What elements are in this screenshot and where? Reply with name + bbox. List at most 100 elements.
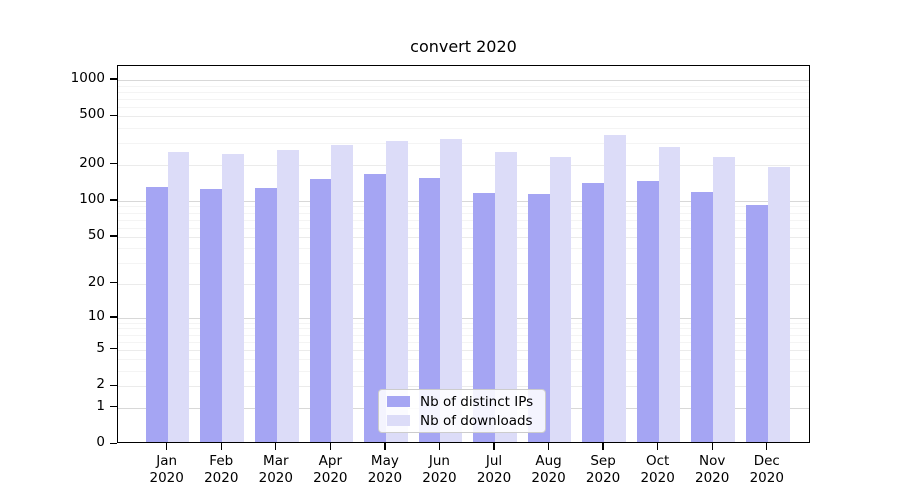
gridline-20 (118, 283, 809, 285)
y-tick-label-2: 2 (96, 376, 105, 393)
x-tick-nov (711, 443, 713, 451)
x-tick-jun (438, 443, 441, 451)
gridline-minor (118, 98, 809, 100)
x-tick-mar (275, 443, 277, 451)
y-tick-label-50: 50 (87, 226, 105, 243)
x-tick-aug (547, 443, 550, 451)
legend-label-downloads: Nb of downloads (420, 412, 533, 429)
x-tick-may (384, 443, 386, 451)
y-tick-label-200: 200 (79, 154, 105, 171)
gridline-10 (118, 317, 809, 319)
y-tick-label-0: 0 (96, 434, 105, 451)
gridline-minor (118, 334, 809, 336)
y-tick-label-1: 1 (96, 397, 105, 414)
bar-jan-downloads (167, 151, 190, 443)
bar-jul-downloads (495, 152, 517, 443)
x-tick-jan (166, 443, 168, 451)
bar-jun-distinct-ips (418, 178, 441, 443)
x-tick-label-may: May 2020 (367, 453, 403, 487)
bar-aug-distinct-ips (527, 193, 550, 443)
bar-mar-downloads (276, 150, 299, 443)
bar-dec-downloads (767, 166, 790, 443)
legend-item-distinct-ips: Nb of distinct IPs (387, 394, 537, 410)
gridline-minor (118, 248, 809, 250)
bar-jun-downloads (440, 138, 463, 443)
gridline-minor (118, 359, 809, 361)
y-tick-500 (110, 114, 117, 117)
plot-area (117, 65, 810, 444)
bar-apr-downloads (331, 145, 354, 443)
bar-jan-distinct-ips (145, 186, 168, 443)
gridline-minor (118, 128, 809, 130)
x-tick-oct (656, 443, 659, 451)
gridline-50 (118, 236, 809, 238)
legend: Nb of distinct IPs Nb of downloads (378, 389, 546, 433)
x-tick-label-dec: Dec 2020 (749, 453, 784, 487)
gridline-minor (118, 328, 809, 330)
x-tick-label-mar: Mar 2020 (258, 453, 293, 487)
legend-swatch-downloads (387, 415, 410, 426)
x-tick-label-jan: Jan 2020 (149, 453, 184, 487)
chart-title: convert 2020 (410, 37, 517, 56)
bar-dec-distinct-ips (745, 205, 768, 443)
gridline-minor (118, 219, 809, 221)
gridline-minor (118, 227, 809, 229)
x-tick-sep (602, 443, 604, 451)
y-tick-1000 (110, 78, 117, 80)
legend-swatch-distinct-ips (387, 396, 410, 407)
bar-may-distinct-ips (364, 174, 386, 443)
gridline-minor (118, 263, 809, 265)
bar-jul-distinct-ips (473, 193, 495, 443)
bar-feb-downloads (222, 154, 245, 443)
y-tick-10 (110, 316, 117, 318)
gridline-500 (118, 116, 809, 118)
gridline-minor (118, 143, 809, 145)
legend-item-downloads: Nb of downloads (387, 413, 537, 429)
x-tick-label-aug: Aug 2020 (531, 453, 566, 487)
gridline-200 (118, 164, 809, 166)
gridline-minor (118, 91, 809, 93)
y-tick-2 (110, 384, 117, 387)
x-tick-apr (329, 443, 332, 451)
gridline-2 (118, 386, 809, 388)
bar-nov-distinct-ips (691, 192, 714, 443)
y-tick-20 (110, 282, 117, 284)
y-tick-label-20: 20 (87, 273, 105, 290)
y-tick-0 (110, 442, 117, 444)
x-tick-label-nov: Nov 2020 (695, 453, 730, 487)
x-tick-label-jun: Jun 2020 (422, 453, 457, 487)
bar-may-downloads (385, 141, 408, 443)
y-tick-label-1000: 1000 (70, 69, 105, 86)
bar-oct-downloads (658, 147, 681, 443)
x-tick-feb (220, 443, 222, 451)
gridline-minor (118, 85, 809, 87)
bar-sep-distinct-ips (582, 183, 605, 443)
y-tick-1 (110, 406, 117, 408)
legend-label-distinct-ips: Nb of distinct IPs (420, 393, 534, 410)
y-tick-5 (110, 348, 117, 350)
gridline-minor (118, 371, 809, 373)
gridline-100 (118, 200, 809, 202)
bar-apr-distinct-ips (309, 179, 332, 443)
y-tick-label-100: 100 (79, 190, 105, 207)
x-tick-jul (493, 443, 495, 451)
x-tick-label-oct: Oct 2020 (640, 453, 675, 487)
bar-aug-downloads (549, 156, 572, 443)
gridline-minor (118, 322, 809, 324)
bar-feb-distinct-ips (200, 188, 223, 443)
x-tick-label-feb: Feb 2020 (204, 453, 239, 487)
gridline-minor (118, 206, 809, 208)
gridline-minor (118, 341, 809, 343)
y-tick-200 (110, 162, 117, 165)
bar-oct-distinct-ips (636, 180, 659, 443)
gridline-minor (118, 212, 809, 214)
y-tick-label-500: 500 (79, 106, 105, 123)
x-tick-label-jul: Jul 2020 (476, 453, 512, 487)
y-tick-label-5: 5 (96, 339, 105, 356)
y-tick-100 (110, 199, 117, 201)
gridline-1000 (118, 79, 809, 81)
y-tick-50 (110, 235, 117, 237)
bar-mar-distinct-ips (255, 188, 277, 443)
x-tick-dec (766, 443, 768, 451)
